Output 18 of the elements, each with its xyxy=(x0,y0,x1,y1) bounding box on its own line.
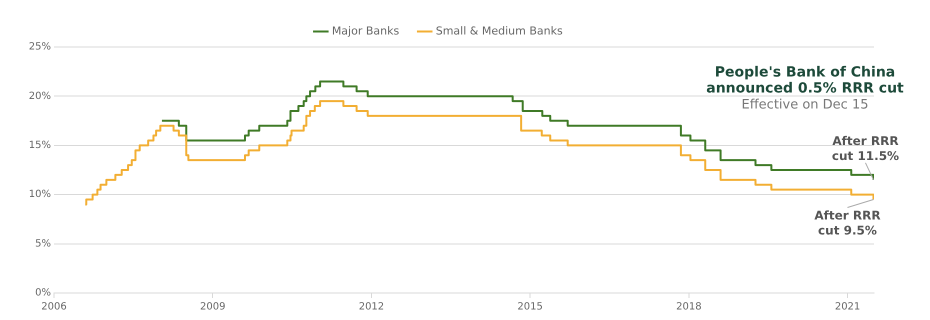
y-tick-label: 0% xyxy=(35,288,51,299)
annotation: Effective on Dec 15 xyxy=(741,97,869,112)
y-tick-label: 25% xyxy=(28,42,51,53)
y-tick-label: 15% xyxy=(28,140,51,151)
x-tick-label: 2018 xyxy=(676,302,702,313)
x-tick-label: 2009 xyxy=(200,302,226,313)
x-tick-label: 2006 xyxy=(41,302,67,313)
y-tick-label: 20% xyxy=(28,90,51,102)
annotation: People's Bank of China announced 0.5% RRR cut xyxy=(706,64,904,97)
y-tick-label: 10% xyxy=(28,189,51,200)
annotation: After RRR cut 9.5% xyxy=(814,208,881,238)
x-tick-label: 2012 xyxy=(358,302,384,313)
x-tick-label: 2021 xyxy=(834,302,860,313)
y-tick-label: 5% xyxy=(35,238,51,250)
legend-label: Small & Medium Banks xyxy=(436,24,563,38)
annotation: After RRR cut 11.5% xyxy=(832,134,900,163)
x-tick-label: 2015 xyxy=(517,302,543,313)
legend-label: Major Banks xyxy=(332,24,400,38)
